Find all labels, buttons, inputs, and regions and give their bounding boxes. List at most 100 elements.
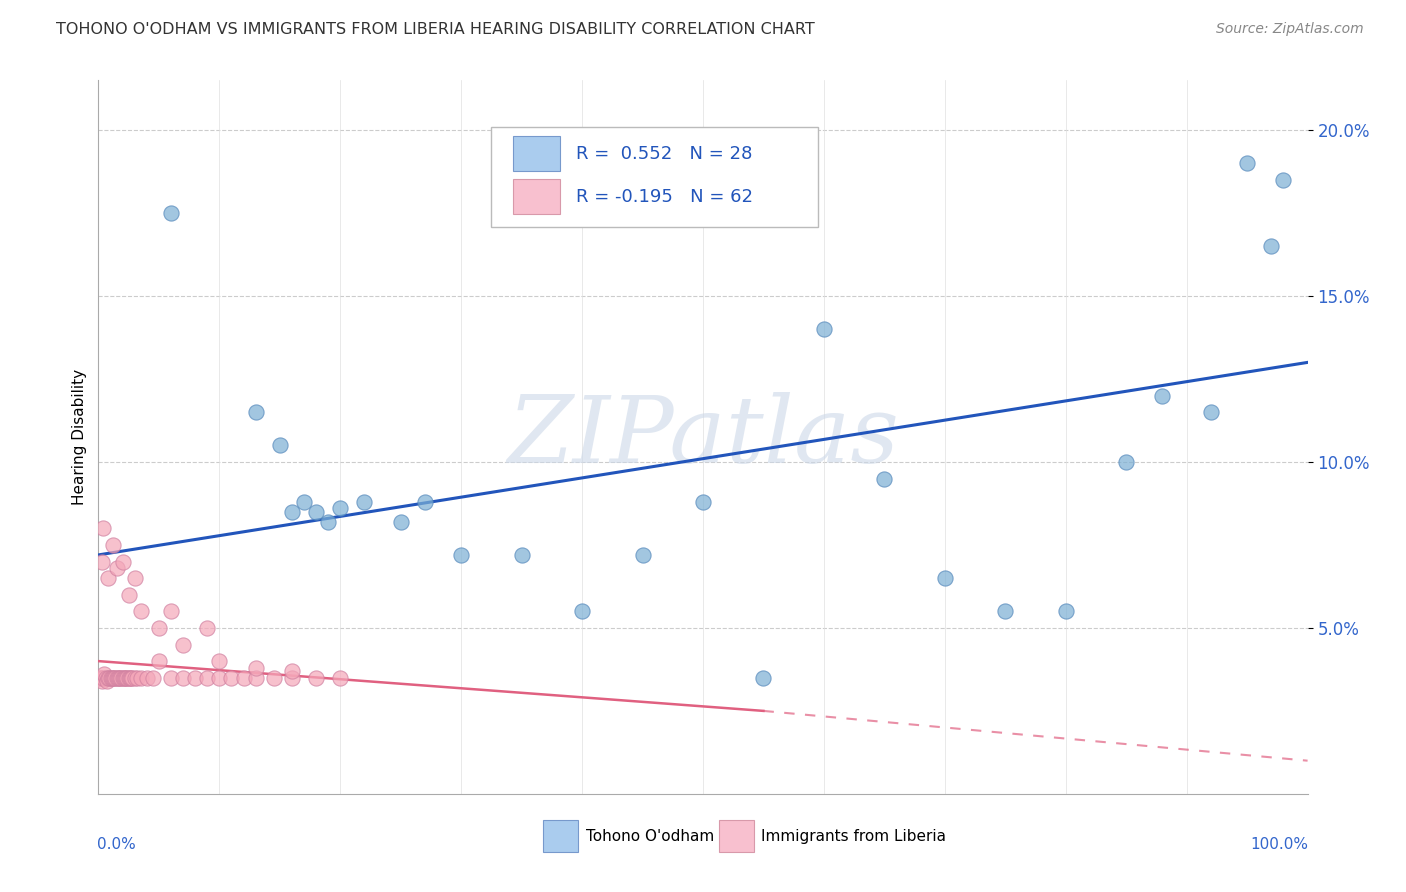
Point [245,671,267,685]
Point [120,671,142,685]
Point [114,671,136,685]
Text: R =  0.552   N = 28: R = 0.552 N = 28 [576,145,752,162]
Text: 0.0%: 0.0% [97,837,136,852]
Point [115,671,138,685]
Text: R = -0.195   N = 62: R = -0.195 N = 62 [576,187,754,205]
Point [103,671,125,685]
Text: Immigrants from Liberia: Immigrants from Liberia [761,830,946,844]
Point [172,671,194,685]
Point [281,505,304,519]
Point [1236,156,1258,170]
Point [97,571,120,585]
Point [752,671,775,685]
Point [91,555,114,569]
Point [281,671,304,685]
Point [89,671,111,685]
Point [1054,604,1077,618]
Point [111,555,134,569]
Point [450,548,472,562]
Point [98,671,121,685]
Point [195,621,218,635]
Point [631,548,654,562]
Text: 100.0%: 100.0% [1251,837,1309,852]
Point [91,521,114,535]
Point [93,667,115,681]
Point [101,538,124,552]
Point [329,501,352,516]
Point [124,571,146,585]
Point [1115,455,1137,469]
Point [389,515,412,529]
Point [195,671,218,685]
Point [692,495,714,509]
Point [142,671,165,685]
Point [160,671,183,685]
Point [184,671,207,685]
Point [245,661,267,675]
Text: Tohono O'odham: Tohono O'odham [586,830,714,844]
Point [1272,173,1295,187]
Point [1260,239,1282,253]
Point [97,671,120,685]
Point [232,671,254,685]
Point [934,571,956,585]
Point [118,588,141,602]
Point [263,671,285,685]
Point [135,671,157,685]
Text: ZIPatlas: ZIPatlas [508,392,898,482]
Point [305,671,328,685]
Point [121,671,143,685]
Point [108,671,131,685]
Point [873,472,896,486]
Point [118,671,141,685]
Point [413,495,436,509]
FancyBboxPatch shape [492,127,818,227]
Point [118,671,141,685]
Point [107,671,129,685]
Point [221,671,243,685]
FancyBboxPatch shape [543,820,578,853]
Point [124,671,146,685]
Text: TOHONO O'ODHAM VS IMMIGRANTS FROM LIBERIA HEARING DISABILITY CORRELATION CHART: TOHONO O'ODHAM VS IMMIGRANTS FROM LIBERI… [56,22,815,37]
Point [105,561,128,575]
Point [117,671,139,685]
Point [329,671,352,685]
Point [172,638,194,652]
Point [91,673,114,688]
Point [100,671,122,685]
Point [90,671,112,685]
Point [813,322,835,336]
Point [571,604,593,618]
Point [100,671,122,685]
Point [96,673,118,688]
FancyBboxPatch shape [513,136,561,171]
Point [305,505,328,519]
Point [108,671,131,685]
Point [208,654,231,668]
Point [91,671,114,685]
Point [281,664,304,678]
Point [208,671,231,685]
Point [994,604,1017,618]
Point [112,671,135,685]
FancyBboxPatch shape [718,820,754,853]
Point [127,671,149,685]
Point [1199,405,1222,419]
Point [148,654,170,668]
Point [353,495,375,509]
Point [245,405,267,419]
Point [129,671,152,685]
Point [292,495,315,509]
Point [269,438,291,452]
Point [101,671,124,685]
Point [110,671,132,685]
Point [94,671,117,685]
Point [148,621,170,635]
Point [160,206,183,220]
Text: Source: ZipAtlas.com: Source: ZipAtlas.com [1216,22,1364,37]
Point [510,548,533,562]
Point [104,671,127,685]
Point [129,604,152,618]
FancyBboxPatch shape [513,178,561,214]
Point [160,604,183,618]
